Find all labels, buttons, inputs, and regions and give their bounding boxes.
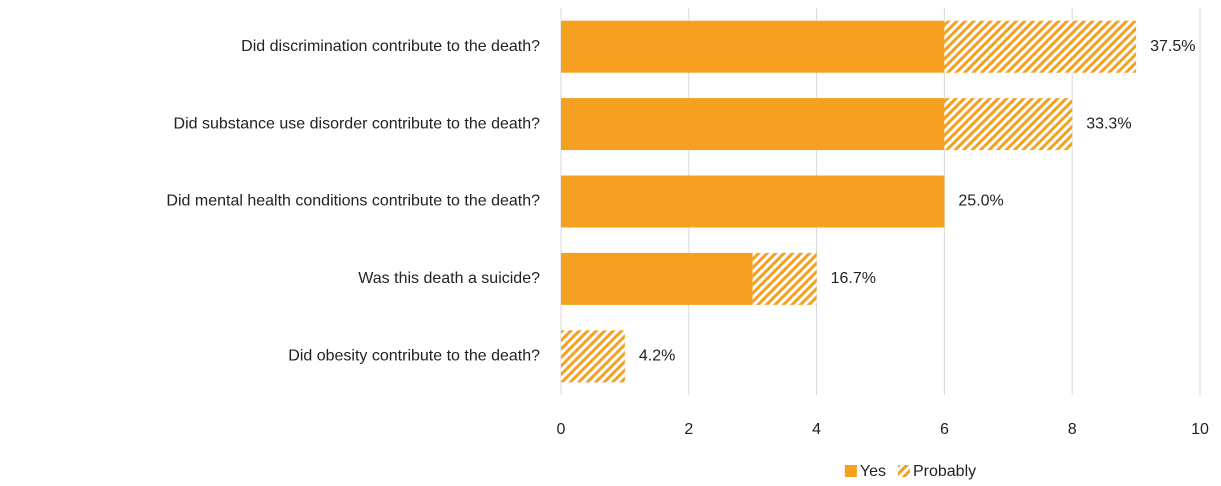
data-label: 4.2% (639, 348, 675, 365)
data-label: 33.3% (1086, 115, 1131, 132)
legend: Yes Probably (844, 463, 976, 480)
bar-segment (561, 252, 753, 305)
y-tick-label: Did obesity contribute to the death? (288, 348, 540, 365)
y-tick-label: Did discrimination contribute to the dea… (241, 38, 540, 55)
legend-label: Yes (860, 463, 886, 480)
y-tick-label: Did substance use disorder contribute to… (174, 115, 541, 132)
x-tick-label: 0 (557, 421, 566, 438)
bar-segment (944, 98, 1073, 151)
legend-swatch (897, 465, 910, 477)
x-tick-label: 6 (940, 421, 949, 438)
bar-segment (752, 252, 817, 305)
bar-segment (561, 330, 625, 383)
x-tick-label: 10 (1191, 421, 1209, 438)
bar-segment (561, 20, 945, 73)
data-label: 37.5% (1150, 38, 1195, 55)
legend-swatch (844, 465, 857, 477)
data-label: 25.0% (958, 193, 1003, 210)
y-tick-label: Was this death a suicide? (358, 270, 540, 287)
legend-label: Probably (913, 463, 976, 480)
data-label: 16.7% (831, 270, 876, 287)
bar-segment (944, 20, 1137, 73)
bar-segment (561, 98, 945, 151)
x-tick-label: 2 (684, 421, 693, 438)
bar-segment (561, 175, 945, 228)
x-tick-label: 8 (1068, 421, 1077, 438)
x-tick-label: 4 (812, 421, 821, 438)
y-tick-label: Did mental health conditions contribute … (166, 193, 540, 210)
